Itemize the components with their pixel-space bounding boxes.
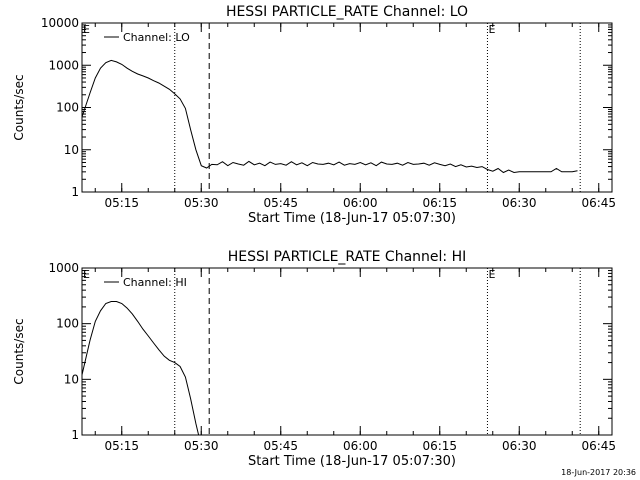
series-line [82,301,200,435]
x-tick-label: 05:15 [104,196,139,210]
x-tick-label: 05:45 [263,439,298,453]
y-tick-label: 10000 [41,16,79,30]
plot-frame [81,267,613,436]
y-tick-label: 100 [56,317,79,331]
chart-panel-1: HESSI PARTICLE_RATE Channel: HI 1 10 100 100… [12,249,616,469]
x-tick-label: 06:45 [581,196,616,210]
chart-panel-0: HESSI PARTICLE_RATE Channel: LO 1 10 100 100… [12,4,616,226]
y-tick-label: 1000 [48,261,79,275]
chart-title: HESSI PARTICLE_RATE Channel: HI [228,249,466,265]
y-tick-label: 10 [64,372,79,386]
x-axis-label: Start Time (18-Jun-17 05:07:30) [248,211,456,226]
x-tick-label: 05:45 [263,196,298,210]
plot-frame [81,22,613,193]
x-tick-label: 05:30 [184,439,219,453]
event-marker-label: E [83,268,90,281]
series-line [82,59,578,174]
legend-label: Channel: HI [123,276,187,289]
event-marker-label: E [83,23,90,36]
y-tick-label: 1 [71,428,79,442]
x-tick-label: 06:30 [502,439,537,453]
y-axis-label: Counts/sec [12,318,26,384]
x-axis-label: Start Time (18-Jun-17 05:07:30) [248,454,456,469]
y-tick-label: 1000 [48,58,79,72]
x-tick-label: 06:45 [581,439,616,453]
chart-title: HESSI PARTICLE_RATE Channel: LO [226,4,468,20]
y-axis-label: Counts/sec [12,74,26,140]
x-tick-label: 06:00 [343,196,378,210]
x-tick-label: 06:15 [422,439,457,453]
y-tick-label: 100 [56,101,79,115]
y-tick-label: 10 [64,143,79,157]
event-marker-label: E [488,23,495,36]
plot-timestamp: 18-Jun-2017 20:36 [561,468,636,477]
x-tick-label: 05:15 [104,439,139,453]
x-tick-label: 06:30 [502,196,537,210]
event-marker-label: E [488,268,495,281]
y-tick-label: 1 [71,185,79,199]
x-tick-label: 06:00 [343,439,378,453]
x-tick-label: 06:15 [422,196,457,210]
x-tick-label: 05:30 [184,196,219,210]
legend-label: Channel: LO [123,31,190,44]
